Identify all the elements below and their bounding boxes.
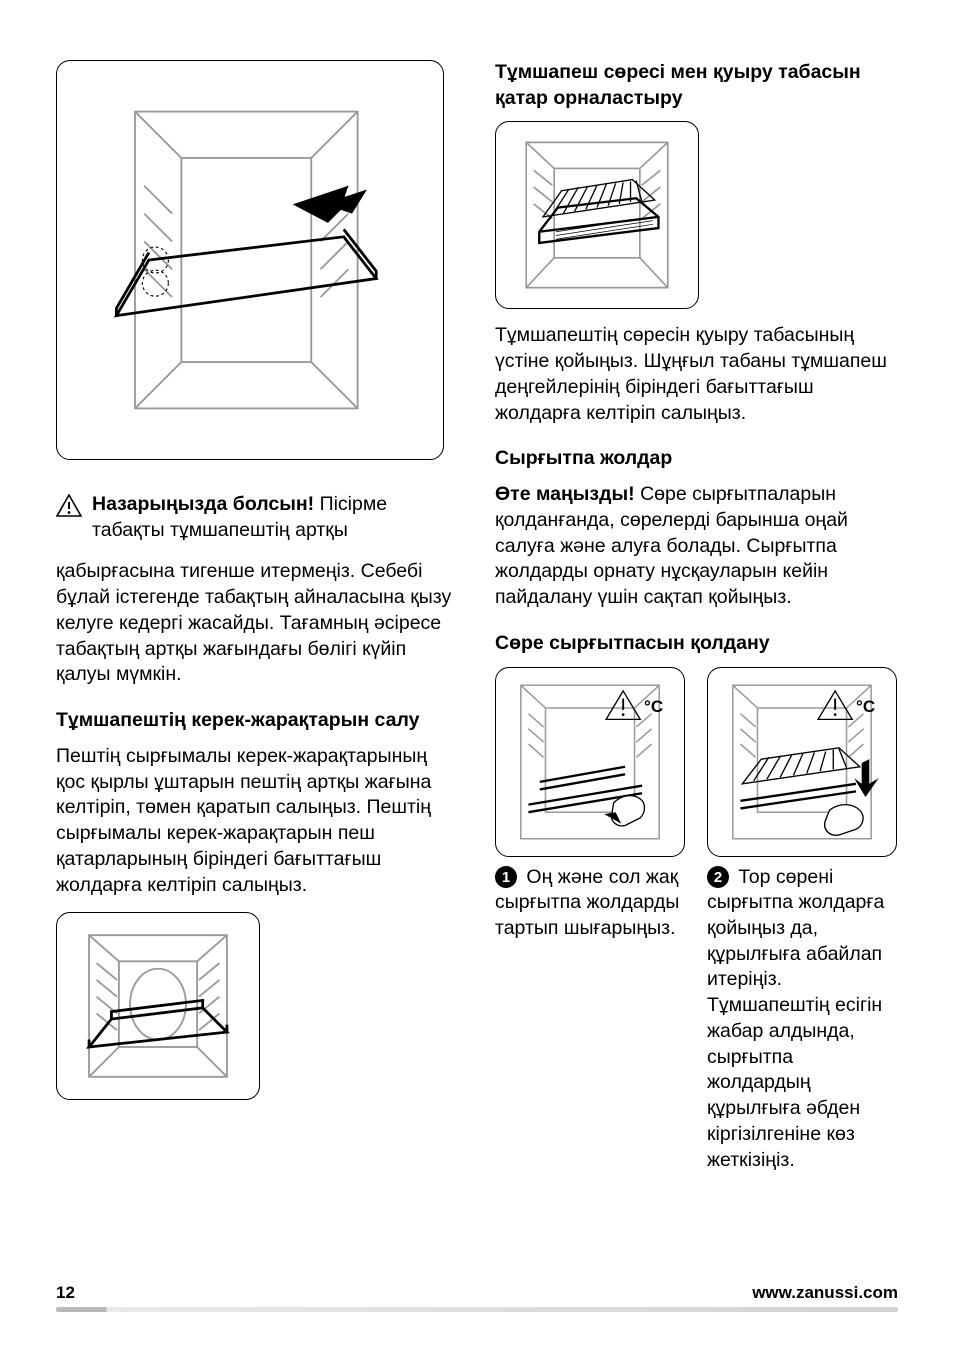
warning-text-rest: қабырғасына тигенше итермеңіз. Себебі бұ… [56, 559, 459, 688]
step2-svg: °C [712, 672, 892, 852]
right-para-shelf-pan: Тұмшапештің сөресін қуыру табасының үсті… [495, 323, 898, 426]
temp-label-1: °C [644, 696, 663, 715]
shelf-pan-svg [502, 127, 692, 303]
step-2-illustration: °C [707, 667, 897, 857]
footer-bar [56, 1307, 898, 1312]
left-heading-accessories: Тұмшапештің керек-жарақтарын салу [56, 708, 459, 734]
oven-tray-insert-illustration [56, 60, 444, 460]
step-2-column: °C 2 Тор сөрені сырғытпа жолдарға қойыңы… [707, 667, 897, 1174]
left-column: Назарыңызда болсын! Пісірме табақты тұмш… [56, 60, 459, 1173]
right-column: Тұмшапеш сөресі мен қуыру табасын қатар … [495, 60, 898, 1173]
step-1-illustration: °C [495, 667, 685, 857]
two-column-layout: Назарыңызда болсын! Пісірме табақты тұмш… [56, 60, 898, 1173]
step-2-text: 2 Тор сөрені сырғытпа жолдарға қойыңыз д… [707, 865, 897, 1174]
left-para-accessories: Пештің сырғымалы керек-жарақтарының қос … [56, 744, 459, 898]
shelf-pan-illustration [495, 121, 699, 309]
step-2-number-icon: 2 [707, 866, 729, 888]
accessory-rails-illustration [56, 912, 260, 1100]
page-number: 12 [56, 1283, 75, 1303]
warning-icon [56, 494, 82, 518]
right-heading-use-rails: Сөре сырғытпасын қолдану [495, 631, 898, 657]
oven-tray-svg [70, 70, 430, 450]
important-label: Өте маңызды! [495, 483, 635, 505]
right-heading-shelf-pan: Тұмшапеш сөресі мен қуыру табасын қатар … [495, 60, 898, 111]
step-1-number-icon: 1 [495, 866, 517, 888]
warning-label: Назарыңызда болсын! [92, 493, 314, 515]
step-row: °C 1 Оң және сол жақ сырғытпа жолдарды т… [495, 667, 898, 1174]
warning-first-lines: Назарыңызда болсын! Пісірме табақты тұмш… [92, 492, 459, 543]
right-heading-rails: Сырғытпа жолдар [495, 446, 898, 472]
step-1-column: °C 1 Оң және сол жақ сырғытпа жолдарды т… [495, 667, 685, 1174]
step-1-text: 1 Оң және сол жақ сырғытпа жолдарды тарт… [495, 865, 685, 942]
manual-page: Назарыңызда болсын! Пісірме табақты тұмш… [0, 0, 954, 1352]
important-block: Өте маңызды! Сөре сырғытпаларын қолданға… [495, 482, 898, 611]
step-2-body: Тор сөрені сырғытпа жолдарға қойыңыз да,… [707, 866, 884, 1171]
warning-block: Назарыңызда болсын! Пісірме табақты тұмш… [56, 492, 459, 553]
page-footer: 12 www.zanussi.com [56, 1283, 898, 1312]
step1-svg: °C [500, 672, 680, 852]
temp-label-2: °C [856, 696, 875, 715]
step-1-body: Оң және сол жақ сырғытпа жолдарды тартып… [495, 866, 679, 939]
footer-url: www.zanussi.com [752, 1283, 898, 1303]
accessory-rails-svg [63, 918, 253, 1094]
footer-line: 12 www.zanussi.com [56, 1283, 898, 1307]
